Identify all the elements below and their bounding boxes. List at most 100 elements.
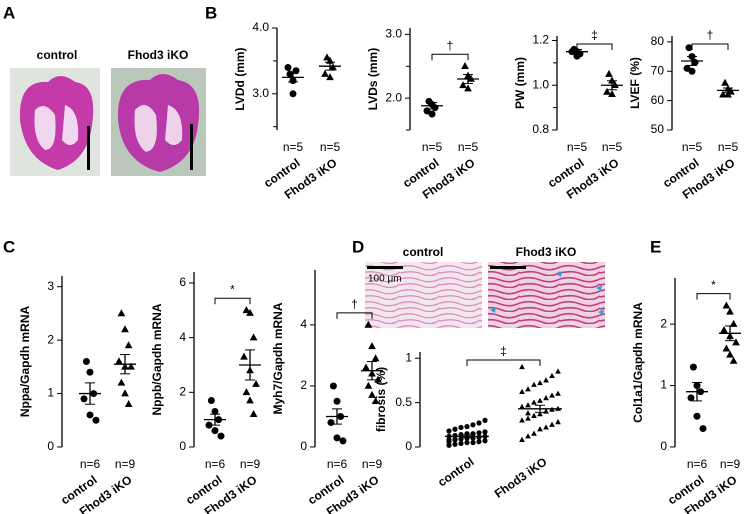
panel-label: A (3, 3, 15, 22)
data-point (693, 412, 701, 420)
image-label: Fhod3 iKO (128, 48, 189, 62)
data-point (689, 363, 697, 371)
data-point (459, 81, 467, 89)
data-point (608, 89, 616, 97)
data-point (339, 437, 347, 445)
data-point (80, 395, 88, 403)
data-point (246, 396, 254, 404)
data-point (519, 363, 525, 370)
y-axis-label: Myh7/Gapdh mRNA (271, 302, 285, 414)
data-point (525, 415, 531, 421)
data-point (549, 421, 555, 427)
n-label: n=9 (720, 457, 741, 471)
histology-images (10, 68, 206, 176)
n-label: n=5 (320, 140, 341, 154)
significance-bracket (576, 43, 613, 50)
data-point (289, 90, 297, 98)
data-point (249, 409, 258, 417)
data-point (525, 410, 531, 416)
y-tick-label: 2.0 (385, 90, 402, 104)
n-label: n=5 (567, 140, 588, 154)
n-label: n=6 (327, 457, 348, 471)
data-point (687, 394, 695, 402)
data-point (211, 427, 219, 435)
y-axis-label: LVDs (mm) (366, 48, 380, 110)
y-tick-label: 3 (47, 279, 54, 293)
data-point (121, 325, 129, 333)
data-point (608, 76, 616, 84)
y-tick-label: 1 (47, 386, 54, 400)
image-label: control (403, 245, 444, 259)
significance-label: † (351, 297, 358, 311)
n-label: n=9 (115, 457, 136, 471)
data-point (537, 411, 543, 417)
data-point (685, 44, 693, 52)
data-point (555, 390, 561, 396)
significance-label: * (230, 282, 235, 296)
panel-label: E (650, 237, 661, 256)
n-label: n=6 (205, 457, 226, 471)
data-point (329, 382, 337, 390)
data-point (252, 379, 260, 387)
data-point (537, 397, 543, 403)
significance-label: † (707, 28, 714, 42)
y-axis-label: fibrosis (%) (374, 367, 388, 432)
data-point (86, 368, 94, 376)
data-point (326, 73, 334, 81)
data-point (525, 386, 531, 392)
data-point (284, 63, 292, 71)
data-point (321, 69, 329, 77)
y-tick-label: 0 (179, 439, 186, 453)
n-label: n=5 (718, 140, 739, 154)
data-point (549, 372, 555, 379)
data-point (543, 424, 549, 430)
data-point (470, 422, 476, 428)
significance-label: † (447, 38, 454, 52)
data-point (482, 438, 488, 444)
data-point (476, 439, 482, 445)
y-tick-label: 70 (651, 63, 665, 77)
data-point (543, 377, 549, 383)
data-point (611, 81, 619, 89)
y-tick-label: 1 (405, 350, 412, 364)
y-axis-label: Col1a1/Gapdh mRNA (631, 302, 645, 423)
n-label: n=5 (458, 140, 479, 154)
y-tick-label: 0 (47, 439, 54, 453)
significance-bracket (696, 293, 731, 300)
data-point (327, 419, 335, 427)
data-point (531, 381, 537, 387)
data-point (519, 388, 525, 395)
data-point (729, 356, 738, 364)
y-tick-label: 50 (651, 122, 665, 136)
data-point (124, 400, 133, 408)
n-label: n=6 (687, 457, 708, 471)
y-tick-label: 2 (660, 316, 667, 330)
data-point (242, 388, 251, 396)
data-point (461, 62, 469, 70)
y-axis-label: LVDd (mm) (233, 47, 247, 110)
significance-bracket (466, 359, 541, 366)
data-point (428, 110, 436, 118)
data-point (246, 308, 254, 316)
data-point (452, 441, 458, 447)
n-label: n=5 (422, 140, 443, 154)
data-point (117, 378, 126, 386)
y-tick-label: 1.0 (532, 77, 549, 91)
data-point (555, 419, 561, 425)
data-point (722, 344, 731, 352)
y-tick-label: 4 (300, 317, 307, 331)
data-point (525, 433, 531, 439)
data-point (242, 306, 251, 314)
panel-label: B (205, 3, 217, 22)
significance-bracket (214, 297, 251, 305)
data-point (525, 402, 531, 408)
data-point (211, 407, 219, 415)
y-tick-label: 2 (47, 332, 54, 346)
image-label: Fhod3 iKO (516, 245, 577, 259)
y-tick-label: 4 (179, 330, 186, 344)
data-point (476, 434, 482, 440)
y-tick-label: 60 (651, 93, 665, 107)
data-point (207, 397, 215, 405)
data-point (464, 439, 470, 446)
significance-label: ‡ (500, 344, 507, 358)
